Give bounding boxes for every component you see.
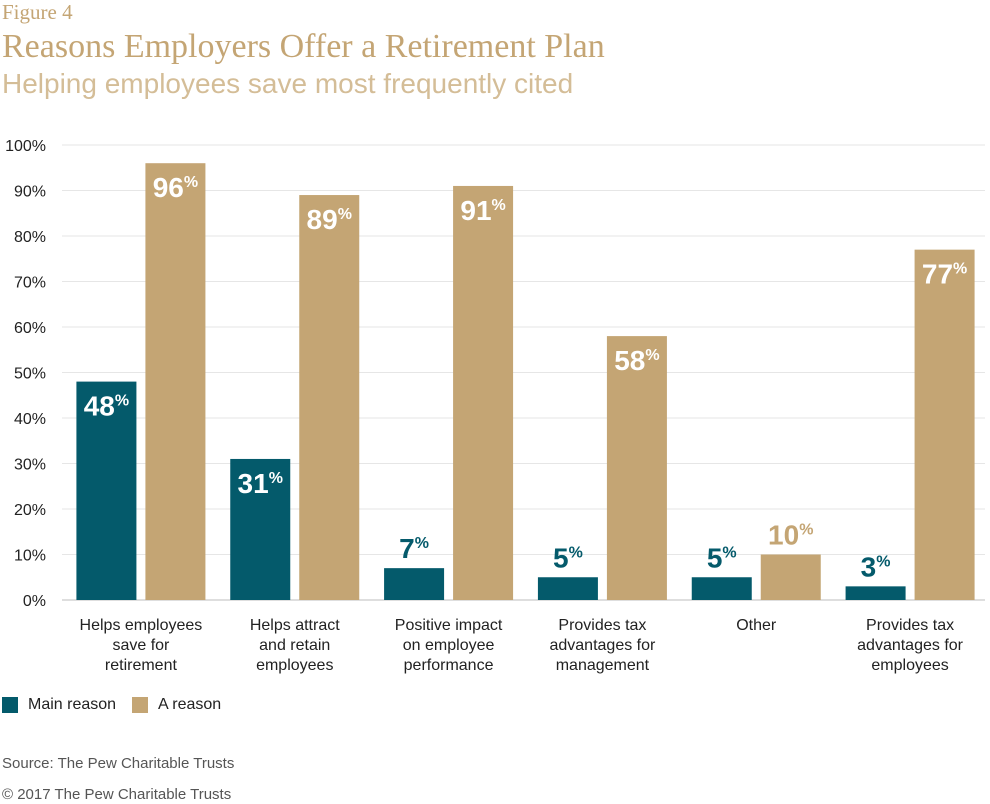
legend: Main reason A reason (2, 696, 237, 714)
chart-subtitle: Helping employees save most frequently c… (2, 68, 574, 99)
legend-swatch-a-reason (132, 697, 149, 713)
bar-a-reason (606, 336, 667, 600)
y-tick-label: 30% (14, 457, 46, 474)
data-label: 3% (861, 551, 891, 582)
bar-a-reason (299, 195, 360, 601)
x-category-label: Helps employees save for retirement (80, 617, 203, 674)
data-label: 5% (553, 542, 583, 573)
y-tick-label: 40% (14, 411, 46, 428)
bar-main-reason (537, 577, 598, 600)
x-category-label: Positive impact on employee performance (395, 617, 503, 674)
data-label: 89% (307, 204, 352, 235)
x-category-label: Helps attract and retain employees (250, 617, 340, 674)
y-tick-label: 20% (14, 502, 46, 519)
data-label: 77% (922, 259, 967, 290)
y-tick-label: 10% (14, 548, 46, 565)
data-label: 5% (707, 542, 737, 573)
bar-a-reason (145, 163, 206, 600)
x-category-label: Other (736, 617, 777, 634)
legend-item-main-reason: Main reason (2, 696, 116, 714)
copyright-note: © 2017 The Pew Charitable Trusts (2, 786, 232, 803)
chart-title: Reasons Employers Offer a Retirement Pla… (2, 28, 605, 65)
y-tick-label: 60% (14, 320, 46, 337)
bar-chart: 0% 10% 20% 30% 40% 50% 60% 70% 80% 90% 100% 48% 96% H… (5, 138, 985, 674)
data-label: 10% (768, 520, 813, 551)
legend-label-main-reason: Main reason (28, 696, 117, 713)
y-tick-label: 100% (5, 138, 46, 155)
x-category-label: Provides tax advantages for management (549, 617, 656, 674)
bar-main-reason (384, 568, 445, 600)
bar-main-reason (230, 458, 291, 600)
data-label: 31% (238, 468, 283, 499)
bar-main-reason (845, 586, 906, 600)
data-label: 48% (84, 391, 129, 422)
data-label: 91% (460, 195, 505, 226)
bar-a-reason (760, 554, 821, 600)
y-tick-label: 90% (14, 184, 46, 201)
y-tick-label: 50% (14, 366, 46, 383)
data-label: 58% (614, 345, 659, 376)
bar-main-reason (76, 381, 137, 600)
figure-label: Figure 4 (2, 0, 73, 24)
legend-item-a-reason: A reason (132, 696, 221, 714)
legend-label-a-reason: A reason (158, 696, 222, 713)
data-label: 7% (399, 533, 429, 564)
source-note: Source: The Pew Charitable Trusts (2, 755, 235, 772)
x-category-label: Provides tax advantages for employees (857, 617, 964, 674)
bar-a-reason (914, 249, 975, 600)
y-tick-label: 80% (14, 229, 46, 246)
y-tick-label: 70% (14, 275, 46, 292)
bar-a-reason (453, 185, 514, 600)
bar-main-reason (691, 577, 752, 600)
y-tick-label: 0% (23, 593, 46, 610)
data-label: 96% (153, 172, 198, 203)
legend-swatch-main-reason (2, 697, 18, 713)
